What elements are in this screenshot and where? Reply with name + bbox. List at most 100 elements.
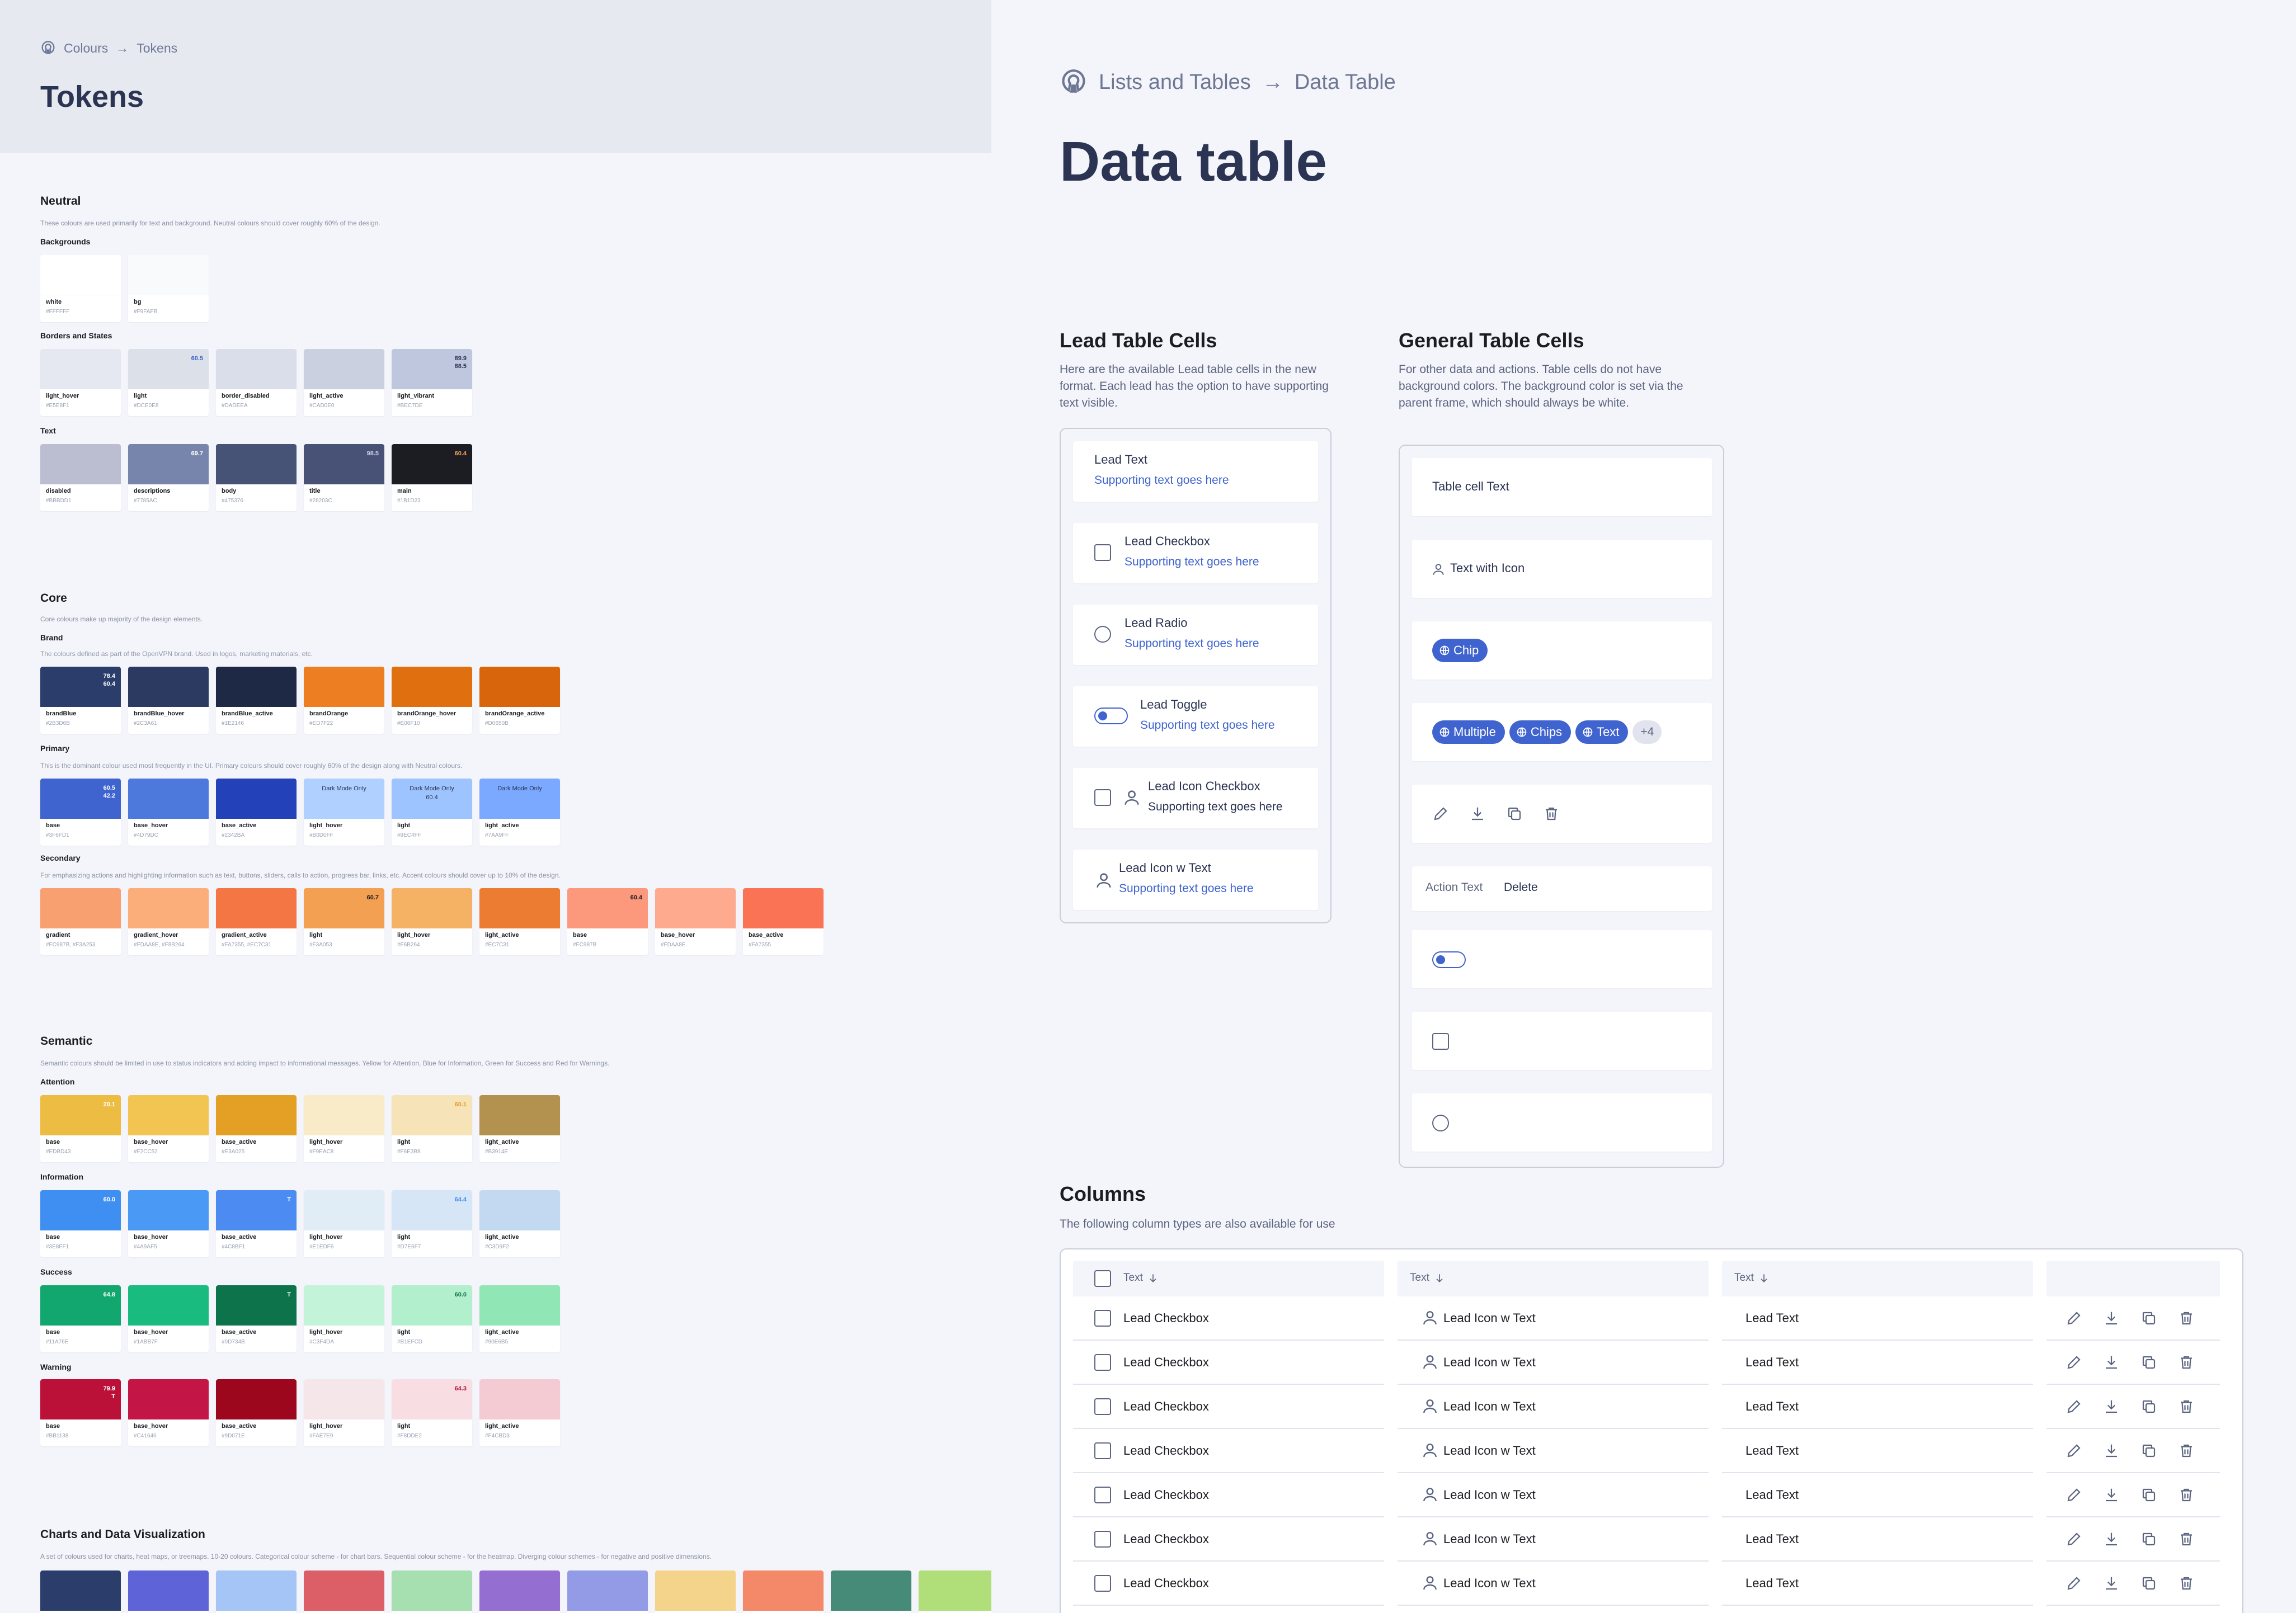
color-swatch[interactable]: disabled #BBBDD1	[40, 444, 121, 511]
toggle-switch[interactable]	[1432, 951, 1466, 968]
trash-icon[interactable]	[2178, 1310, 2195, 1327]
copy-icon[interactable]	[1506, 805, 1523, 822]
sort-arrow-down-icon[interactable]	[1147, 1272, 1159, 1284]
color-swatch[interactable]: 60.7 light #F3A053	[304, 888, 384, 955]
edit-icon[interactable]	[2066, 1354, 2082, 1371]
download-icon[interactable]	[2103, 1487, 2120, 1503]
chart-color-swatch[interactable]	[479, 1570, 560, 1613]
breadcrumb-parent[interactable]: Lists and Tables	[1099, 70, 1251, 94]
color-swatch[interactable]: white #FFFFFF	[40, 255, 121, 322]
chart-color-swatch[interactable]	[40, 1570, 121, 1613]
edit-icon[interactable]	[2066, 1442, 2082, 1459]
color-swatch[interactable]: brandOrange_active #D0650B	[479, 667, 560, 734]
trash-icon[interactable]	[2178, 1575, 2195, 1592]
chart-color-swatch[interactable]	[392, 1570, 472, 1613]
chart-color-swatch[interactable]	[216, 1570, 297, 1613]
color-swatch[interactable]: 60.4 base #FC987B	[567, 888, 648, 955]
lead-icon-text-cell[interactable]: Lead Icon w Text Supporting text goes he…	[1073, 850, 1318, 910]
color-swatch[interactable]: Dark Mode Only 60.4 light #9EC4FF	[392, 779, 472, 846]
color-swatch[interactable]: gradient_active #FA7355, #EC7C31	[216, 888, 297, 955]
copy-icon[interactable]	[2140, 1310, 2157, 1327]
radio-button[interactable]	[1094, 626, 1111, 643]
lead-checkbox-cell[interactable]: Lead Checkbox Supporting text goes here	[1073, 523, 1318, 583]
color-swatch[interactable]: 60.0 base #3E8FF1	[40, 1190, 121, 1257]
color-swatch[interactable]: base_active #FA7355	[743, 888, 824, 955]
color-swatch[interactable]: brandOrange_hover #E06F10	[392, 667, 472, 734]
download-icon[interactable]	[2103, 1531, 2120, 1548]
color-swatch[interactable]: bg #F9FAFB	[128, 255, 209, 322]
color-swatch[interactable]: 89.9 88.5 light_vibrant #BEC7DE	[392, 349, 472, 416]
color-swatch[interactable]: 60.0 light #B1EFCD	[392, 1285, 472, 1352]
chip[interactable]: Chip	[1432, 639, 1488, 662]
copy-icon[interactable]	[2140, 1575, 2157, 1592]
chart-color-swatch[interactable]	[128, 1570, 209, 1613]
row-checkbox[interactable]	[1094, 1442, 1111, 1459]
color-swatch[interactable]: 60.1 light #F6E3B8	[392, 1095, 472, 1162]
breadcrumb-current[interactable]: Tokens	[137, 40, 178, 55]
color-swatch[interactable]: light_hover #E5E8F1	[40, 349, 121, 416]
radio-button[interactable]	[1432, 1115, 1449, 1131]
chip[interactable]: Chips	[1509, 720, 1572, 744]
row-checkbox[interactable]	[1094, 1531, 1111, 1548]
edit-icon[interactable]	[2066, 1487, 2082, 1503]
trash-icon[interactable]	[1543, 805, 1560, 822]
breadcrumb-current[interactable]: Data Table	[1294, 70, 1396, 94]
column-header[interactable]: Text	[1410, 1272, 1445, 1284]
color-swatch[interactable]: brandBlue_hover #2C3A61	[128, 667, 209, 734]
edit-icon[interactable]	[2066, 1531, 2082, 1548]
color-swatch[interactable]: light_hover #C3F4DA	[304, 1285, 384, 1352]
chart-color-swatch[interactable]	[743, 1570, 824, 1613]
download-icon[interactable]	[2103, 1310, 2120, 1327]
color-swatch[interactable]: light_hover #FAE7E9	[304, 1379, 384, 1446]
edit-icon[interactable]	[2066, 1310, 2082, 1327]
checkbox[interactable]	[1432, 1033, 1449, 1050]
column-header[interactable]: Text	[1123, 1272, 1159, 1284]
more-chips-count[interactable]: +4	[1632, 720, 1662, 744]
color-swatch[interactable]: gradient #FC987B, #F3A253	[40, 888, 121, 955]
download-icon[interactable]	[2103, 1398, 2120, 1415]
chip[interactable]: Multiple	[1432, 720, 1505, 744]
download-icon[interactable]	[2103, 1442, 2120, 1459]
column-header[interactable]: Text	[1734, 1272, 1770, 1284]
download-icon[interactable]	[2103, 1354, 2120, 1371]
color-swatch[interactable]: light_active #B3914E	[479, 1095, 560, 1162]
color-swatch[interactable]: Dark Mode Only light_active #7AA9FF	[479, 779, 560, 846]
color-swatch[interactable]: Dark Mode Only light_hover #B0D0FF	[304, 779, 384, 846]
color-swatch[interactable]: base_hover #4D79DC	[128, 779, 209, 846]
copy-icon[interactable]	[2140, 1531, 2157, 1548]
chart-color-swatch[interactable]	[831, 1570, 911, 1613]
color-swatch[interactable]: base_hover #FDAA8E	[655, 888, 736, 955]
color-swatch[interactable]: 69.7 descriptions #7785AC	[128, 444, 209, 511]
color-swatch[interactable]: body #475376	[216, 444, 297, 511]
download-icon[interactable]	[2103, 1575, 2120, 1592]
chart-color-swatch[interactable]	[655, 1570, 736, 1613]
multi-chip-cell[interactable]: Multiple Chips Text +4	[1412, 703, 1712, 761]
sort-arrow-down-icon[interactable]	[1758, 1272, 1770, 1284]
color-swatch[interactable]: light_active #F4CBD3	[479, 1379, 560, 1446]
color-swatch[interactable]: 20.1 base #EDBD43	[40, 1095, 121, 1162]
edit-icon[interactable]	[1432, 805, 1449, 822]
checkbox[interactable]	[1094, 544, 1111, 561]
chart-color-swatch[interactable]	[567, 1570, 648, 1613]
trash-icon[interactable]	[2178, 1531, 2195, 1548]
trash-icon[interactable]	[2178, 1487, 2195, 1503]
breadcrumb-parent[interactable]: Colours	[64, 40, 109, 55]
edit-icon[interactable]	[2066, 1575, 2082, 1592]
copy-icon[interactable]	[2140, 1354, 2157, 1371]
color-swatch[interactable]: base_hover #F2CC52	[128, 1095, 209, 1162]
text-with-icon-cell[interactable]: Text with Icon	[1412, 540, 1712, 598]
download-icon[interactable]	[1469, 805, 1486, 822]
color-swatch[interactable]: brandBlue_active #1E2146	[216, 667, 297, 734]
sort-arrow-down-icon[interactable]	[1434, 1272, 1445, 1284]
color-swatch[interactable]: 98.5 title #28203C	[304, 444, 384, 511]
color-swatch[interactable]: light_hover #F9EAC8	[304, 1095, 384, 1162]
select-all-checkbox[interactable]	[1094, 1270, 1111, 1287]
color-swatch[interactable]: base_hover #C41646	[128, 1379, 209, 1446]
color-swatch[interactable]: 60.4 main #1B1D23	[392, 444, 472, 511]
color-swatch[interactable]: light_hover #F6B264	[392, 888, 472, 955]
color-swatch[interactable]: light_active #C3D9F2	[479, 1190, 560, 1257]
color-swatch[interactable]: 78.4 60.4 brandBlue #2B3D6B	[40, 667, 121, 734]
color-swatch[interactable]: 60.5 light #DCE0E8	[128, 349, 209, 416]
copy-icon[interactable]	[2140, 1398, 2157, 1415]
